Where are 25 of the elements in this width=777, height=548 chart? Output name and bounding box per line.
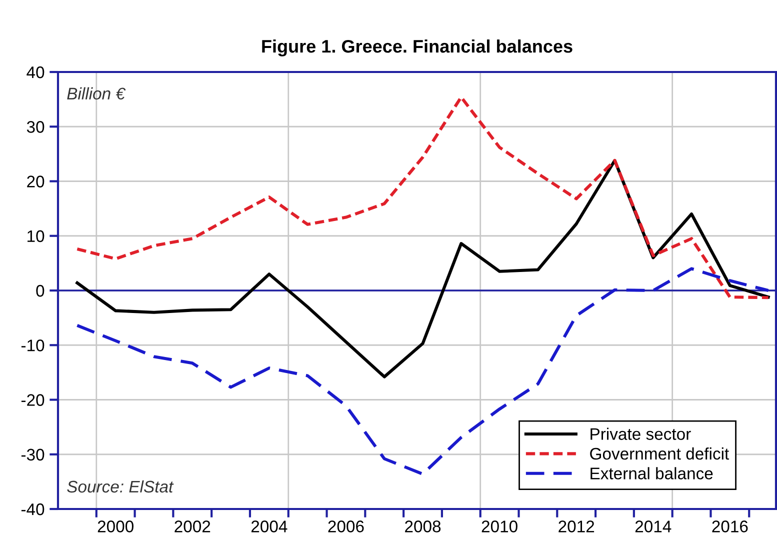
y-tick-label: 40: [26, 66, 44, 78]
y-tick-label: 0: [36, 284, 44, 297]
x-tick-label: 2010: [482, 520, 518, 532]
x-tick-label: 2016: [712, 520, 748, 532]
legend-label: Government deficit: [590, 447, 730, 460]
line-series: [76, 158, 770, 378]
annotation: Source: ElStat: [67, 480, 174, 493]
y-tick-label: -40: [21, 503, 44, 516]
y-tick-label: 10: [28, 230, 44, 242]
x-tick-label: 2004: [251, 520, 288, 532]
chart-title: Figure 1. Greece. Financial balances: [262, 39, 572, 56]
legend-label: External balance: [590, 467, 713, 480]
y-tick-label: 20: [27, 176, 44, 188]
x-tick-label: 2012: [558, 520, 594, 532]
legend-label: Private sector: [590, 428, 691, 440]
x-tick-label: 2008: [405, 520, 441, 532]
y-tick-label: -10: [21, 340, 44, 352]
y-tick-label: -30: [21, 448, 44, 461]
annotation: Billion €: [67, 87, 126, 100]
x-tick-label: 2002: [174, 520, 210, 532]
x-tick-label: 2000: [98, 520, 134, 532]
x-tick-label: 2014: [635, 520, 672, 532]
y-tick-label: 30: [26, 121, 44, 133]
x-tick-label: 2006: [328, 520, 364, 532]
y-tick-label: -20: [21, 394, 44, 406]
